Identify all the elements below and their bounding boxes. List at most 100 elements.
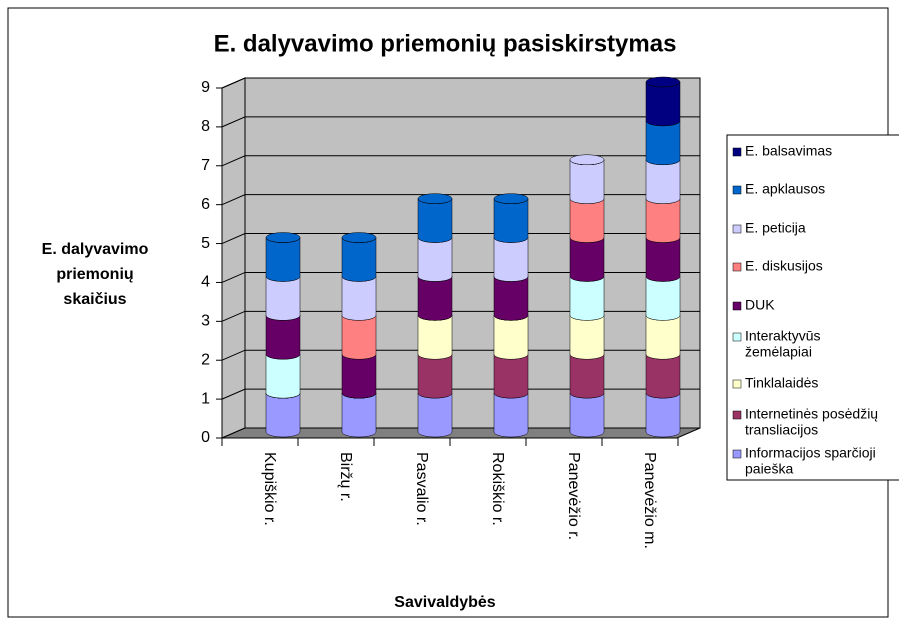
bar-segment <box>493 237 529 282</box>
legend-label: Interaktyvūs <box>745 328 820 344</box>
y-tick-label: 1 <box>201 390 210 407</box>
bar-segment <box>493 393 529 438</box>
legend-swatch <box>732 410 742 420</box>
bar-segment <box>417 237 453 282</box>
legend-label: E. balsavimas <box>745 143 832 159</box>
bar-segment <box>645 198 681 243</box>
legend-swatch <box>732 379 742 389</box>
grid-line <box>221 349 700 361</box>
bar-top <box>417 193 453 204</box>
legend-label: DUK <box>745 297 775 313</box>
grid-line <box>221 77 700 89</box>
y-axis-title: skaičius <box>63 291 126 308</box>
grid-line <box>221 271 700 283</box>
bar-segment <box>341 354 377 399</box>
bar-segment <box>493 198 529 243</box>
bar-top <box>645 76 681 88</box>
bar-segment <box>569 315 605 360</box>
bar-segment <box>417 393 453 438</box>
bar-segment <box>265 354 301 399</box>
legend-swatch <box>732 449 742 459</box>
legend-swatch <box>732 224 742 234</box>
legend-label: E. apklausos <box>745 181 825 197</box>
grid-line <box>221 233 700 245</box>
legend-swatch <box>732 332 742 342</box>
legend-label: transliacijos <box>745 422 818 438</box>
y-tick-label: 5 <box>201 235 210 252</box>
y-tick-label: 2 <box>201 351 210 368</box>
bar-segment <box>265 393 301 438</box>
grid-line <box>221 310 700 322</box>
legend-swatch <box>732 262 742 272</box>
legend <box>726 134 899 481</box>
y-tick-label: 6 <box>201 196 210 213</box>
y-axis-title: priemonių <box>56 266 133 283</box>
legend-label: Internetinės posėdžių <box>745 406 878 422</box>
bar-segment <box>645 159 681 204</box>
side-wall <box>221 77 246 439</box>
legend-label: paieška <box>745 461 793 477</box>
grid-line <box>221 194 700 206</box>
bar-segment <box>645 315 681 360</box>
bar-segment <box>493 315 529 360</box>
bar-segment <box>493 276 529 321</box>
chart-title: E. dalyvavimo priemonių pasiskirstymas <box>214 30 677 57</box>
grid-line <box>221 116 700 128</box>
bar-segment <box>569 276 605 321</box>
grid-line <box>221 155 700 167</box>
y-tick-label: 9 <box>201 79 210 96</box>
bar-segment <box>569 198 605 243</box>
bar-segment <box>265 276 301 321</box>
x-axis-title: Savivaldybės <box>394 594 496 611</box>
bar-segment <box>265 315 301 360</box>
bar-segment <box>569 159 605 204</box>
y-tick-label: 3 <box>201 313 210 330</box>
grid-line <box>221 388 700 400</box>
legend-label: E. peticija <box>745 220 806 236</box>
bar-segment <box>645 393 681 438</box>
y-tick-label: 7 <box>201 157 210 174</box>
y-tick-label: 8 <box>201 118 210 135</box>
y-axis-title: E. dalyvavimo <box>42 241 149 258</box>
bar-segment <box>569 354 605 399</box>
bar-segment <box>645 81 681 127</box>
y-tick-label: 4 <box>201 274 210 291</box>
bar-segment <box>645 120 681 166</box>
bar-segment <box>265 237 301 282</box>
legend-swatch <box>732 301 742 311</box>
back-wall <box>244 77 701 429</box>
x-tick-label: Panevėžio r. <box>565 452 582 540</box>
legend-label: žemėlapiai <box>745 344 812 360</box>
bar-segment <box>645 276 681 321</box>
bar-segment <box>341 315 377 360</box>
bar-segment <box>645 354 681 399</box>
bar-segment <box>645 237 681 282</box>
legend-label: E. diskusijos <box>745 258 823 274</box>
bar-segment <box>569 237 605 282</box>
legend-swatch <box>732 147 742 157</box>
legend-label: Tinklalaidės <box>745 375 818 391</box>
x-tick-label: Pasvalio r. <box>413 452 430 526</box>
bar-segment <box>417 198 453 243</box>
bar-segment <box>341 237 377 282</box>
bar-top <box>341 232 377 243</box>
legend-swatch <box>732 185 742 195</box>
bar-segment <box>493 354 529 399</box>
bar-top <box>569 154 605 166</box>
bar-segment <box>341 393 377 438</box>
bar-segment <box>417 354 453 399</box>
bar-segment <box>341 276 377 321</box>
x-tick-label: Kupiškio r. <box>261 452 278 526</box>
x-tick-label: Panevėžio m. <box>641 452 658 549</box>
bar-top <box>265 232 301 243</box>
bar-segment <box>417 276 453 321</box>
x-tick-label: Biržų r. <box>337 452 354 502</box>
bar-segment <box>417 315 453 360</box>
legend-label: Informacijos sparčioji <box>745 445 876 461</box>
y-tick-label: 0 <box>201 429 210 446</box>
bar-top <box>493 193 529 204</box>
bar-segment <box>569 393 605 438</box>
x-tick-label: Rokiškio r. <box>489 452 506 526</box>
